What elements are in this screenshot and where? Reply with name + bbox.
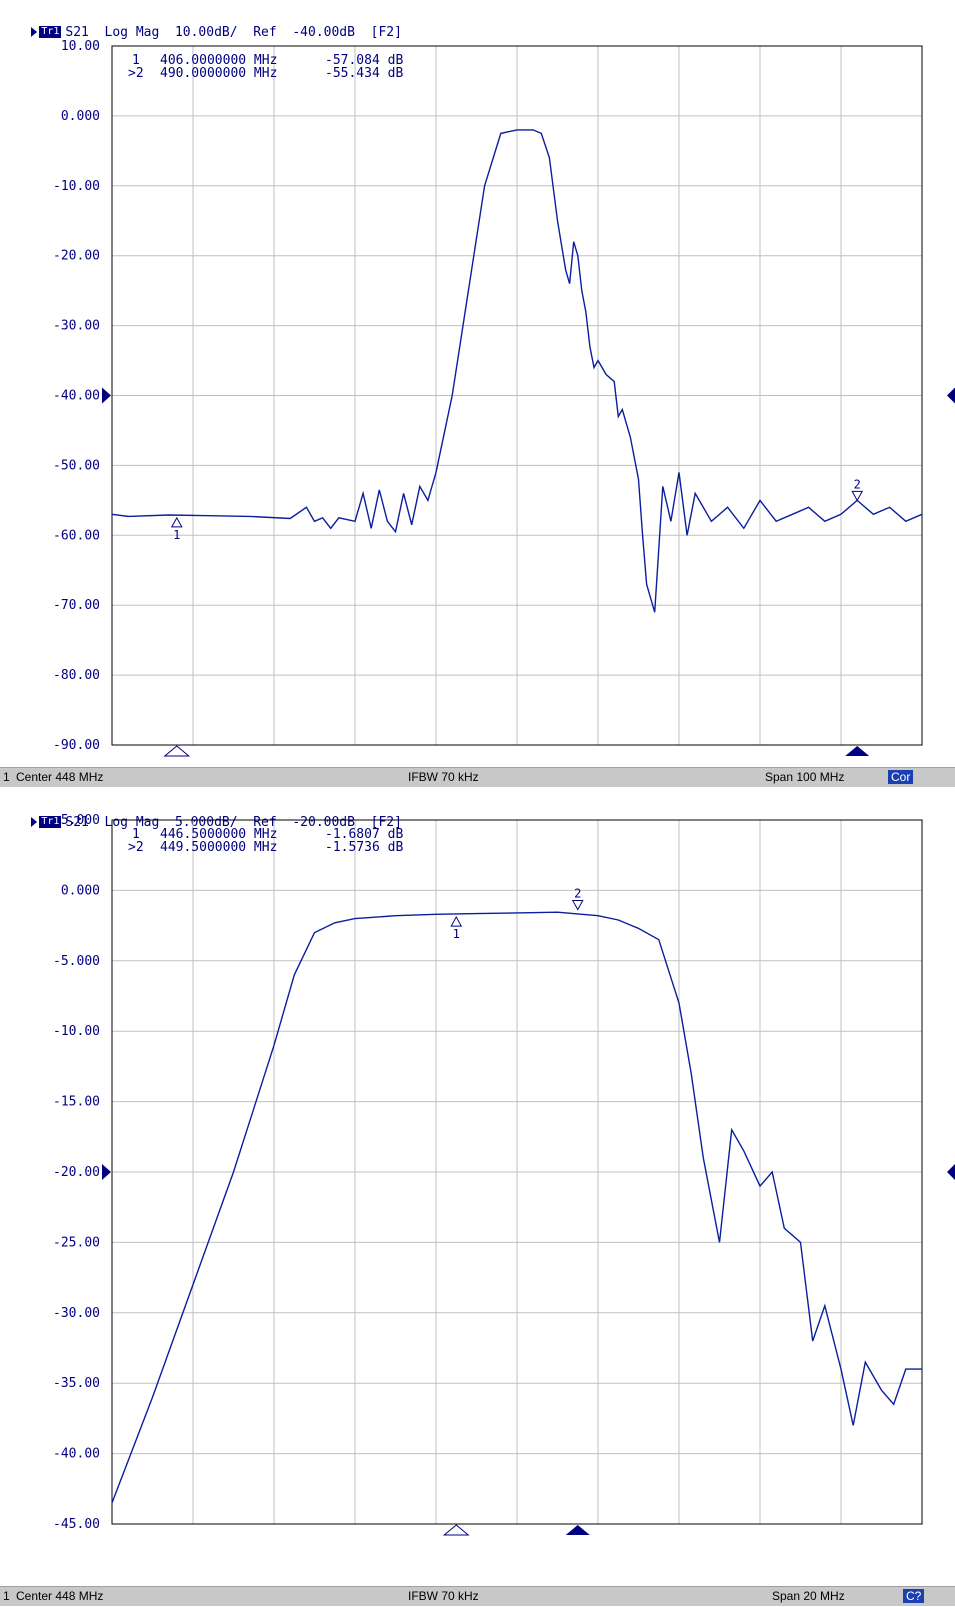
ref-level-left-icon (102, 387, 111, 404)
y-label: 5.000 (61, 813, 100, 828)
channel-number[interactable]: 1 (3, 770, 10, 784)
y-axis-labels: 10.00 0.000 -10.00 -20.00 -30.00 -40.00 … (53, 39, 100, 753)
y-label: -45.00 (53, 1517, 100, 1532)
y-label: 10.00 (61, 39, 100, 54)
marker-1-number: 1 (173, 528, 180, 542)
center-frequency[interactable]: Center 448 MHz (16, 770, 104, 784)
plot-area[interactable]: 5.000 0.000 -5.000 -10.00 -15.00 -20.00 … (0, 790, 955, 1586)
marker-2-freq: 490.0000000 MHz (160, 66, 277, 81)
ref-level-right-icon (947, 1164, 955, 1180)
marker-2-stimulus-icon (565, 1525, 590, 1535)
trace-header-text: S21 Log Mag 10.00dB/ Ref -40.00dB [F2] (65, 25, 402, 40)
y-label: 0.000 (61, 883, 100, 898)
y-label: -40.00 (53, 389, 100, 404)
marker-2-label: >2 (128, 840, 144, 855)
marker-1-icon (170, 516, 183, 528)
marker-1-icon (450, 916, 463, 927)
marker-1-freq: 446.5000000 MHz (160, 827, 277, 842)
y-label: -90.00 (53, 738, 100, 753)
correction-badge[interactable]: Cor (888, 770, 914, 784)
grid (111, 819, 923, 1525)
status-bar: 1 Center 448 MHz IFBW 70 kHz Span 20 MHz… (0, 1586, 955, 1606)
marker-2-icon (571, 900, 584, 911)
marker-2-stimulus-icon (845, 746, 870, 756)
trace-badge[interactable]: Tr1 (39, 26, 62, 38)
center-frequency[interactable]: Center 448 MHz (16, 1589, 104, 1603)
marker-2-value: -1.5736 dB (325, 840, 403, 855)
y-label: -30.00 (53, 319, 100, 334)
span-frequency[interactable]: Span 100 MHz (765, 770, 845, 784)
trace-panel-1[interactable]: Tr1 S21 Log Mag 10.00dB/ Ref -40.00dB [F2… (0, 0, 955, 790)
ref-level-right-icon (947, 387, 955, 404)
trace-line (111, 911, 922, 1504)
trace-header[interactable]: Tr1 S21 Log Mag 5.000dB/ Ref -20.00dB [F2… (0, 790, 955, 830)
marker-2-icon (851, 490, 864, 502)
y-label: -10.00 (53, 179, 100, 194)
marker-1-label: 1 (132, 53, 140, 68)
ref-level-left-icon (102, 1164, 111, 1180)
correction-badge[interactable]: C? (903, 1589, 925, 1603)
plot-overlay: 12 (102, 887, 955, 1536)
marker-2-label: >2 (128, 66, 144, 81)
marker-1-number: 1 (453, 927, 460, 941)
ifbw[interactable]: IFBW 70 kHz (408, 770, 479, 784)
trace-badge[interactable]: Tr1 (39, 816, 62, 828)
y-label: -40.00 (53, 1447, 100, 1462)
span-frequency[interactable]: Span 20 MHz (772, 1589, 845, 1603)
y-label: -20.00 (53, 249, 100, 264)
y-label: -30.00 (53, 1306, 100, 1321)
marker-1-value: -57.084 dB (325, 53, 403, 68)
y-label: -20.00 (53, 1165, 100, 1180)
marker-table: 1 446.5000000 MHz -1.6807 dB >2 449.5000… (128, 827, 403, 855)
ifbw[interactable]: IFBW 70 kHz (408, 1589, 479, 1603)
plot-area[interactable]: 10.00 0.000 -10.00 -20.00 -30.00 -40.00 … (0, 0, 955, 770)
marker-2-freq: 449.5000000 MHz (160, 840, 277, 855)
marker-1-freq: 406.0000000 MHz (160, 53, 277, 68)
marker-2-number: 2 (854, 477, 861, 491)
marker-2-number: 2 (574, 887, 581, 901)
y-label: -70.00 (53, 598, 100, 613)
trace-select-arrow-icon (31, 817, 38, 827)
y-label: -50.00 (53, 458, 100, 473)
trace-header[interactable]: Tr1 S21 Log Mag 10.00dB/ Ref -40.00dB [F2… (0, 0, 955, 40)
trace-panel-2[interactable]: Tr1 S21 Log Mag 5.000dB/ Ref -20.00dB [F2… (0, 790, 955, 1607)
marker-1-stimulus-icon (442, 1524, 470, 1536)
y-axis-labels: 5.000 0.000 -5.000 -10.00 -15.00 -20.00 … (53, 813, 100, 1532)
status-bar: 1 Center 448 MHz IFBW 70 kHz Span 100 MH… (0, 767, 955, 787)
marker-1-value: -1.6807 dB (325, 827, 403, 842)
channel-number[interactable]: 1 (3, 1589, 10, 1603)
y-label: 0.000 (61, 109, 100, 124)
marker-table: 1 406.0000000 MHz -57.084 dB >2 490.0000… (128, 53, 403, 81)
plot-frame (111, 819, 923, 1525)
plot-overlay: 12 (102, 129, 955, 757)
plot-frame (111, 45, 923, 746)
y-label: -80.00 (53, 668, 100, 683)
y-label: -25.00 (53, 1235, 100, 1250)
marker-2-value: -55.434 dB (325, 66, 403, 81)
marker-1-stimulus-icon (163, 745, 191, 757)
y-label: -5.000 (53, 954, 100, 969)
trace-header-text: S21 Log Mag 5.000dB/ Ref -20.00dB [F2] (65, 815, 402, 830)
trace-select-arrow-icon (31, 27, 38, 37)
y-label: -60.00 (53, 528, 100, 543)
y-label: -35.00 (53, 1376, 100, 1391)
y-label: -15.00 (53, 1095, 100, 1110)
trace-line (111, 129, 923, 613)
y-label: -10.00 (53, 1024, 100, 1039)
marker-1-label: 1 (132, 827, 140, 842)
grid (111, 45, 923, 746)
